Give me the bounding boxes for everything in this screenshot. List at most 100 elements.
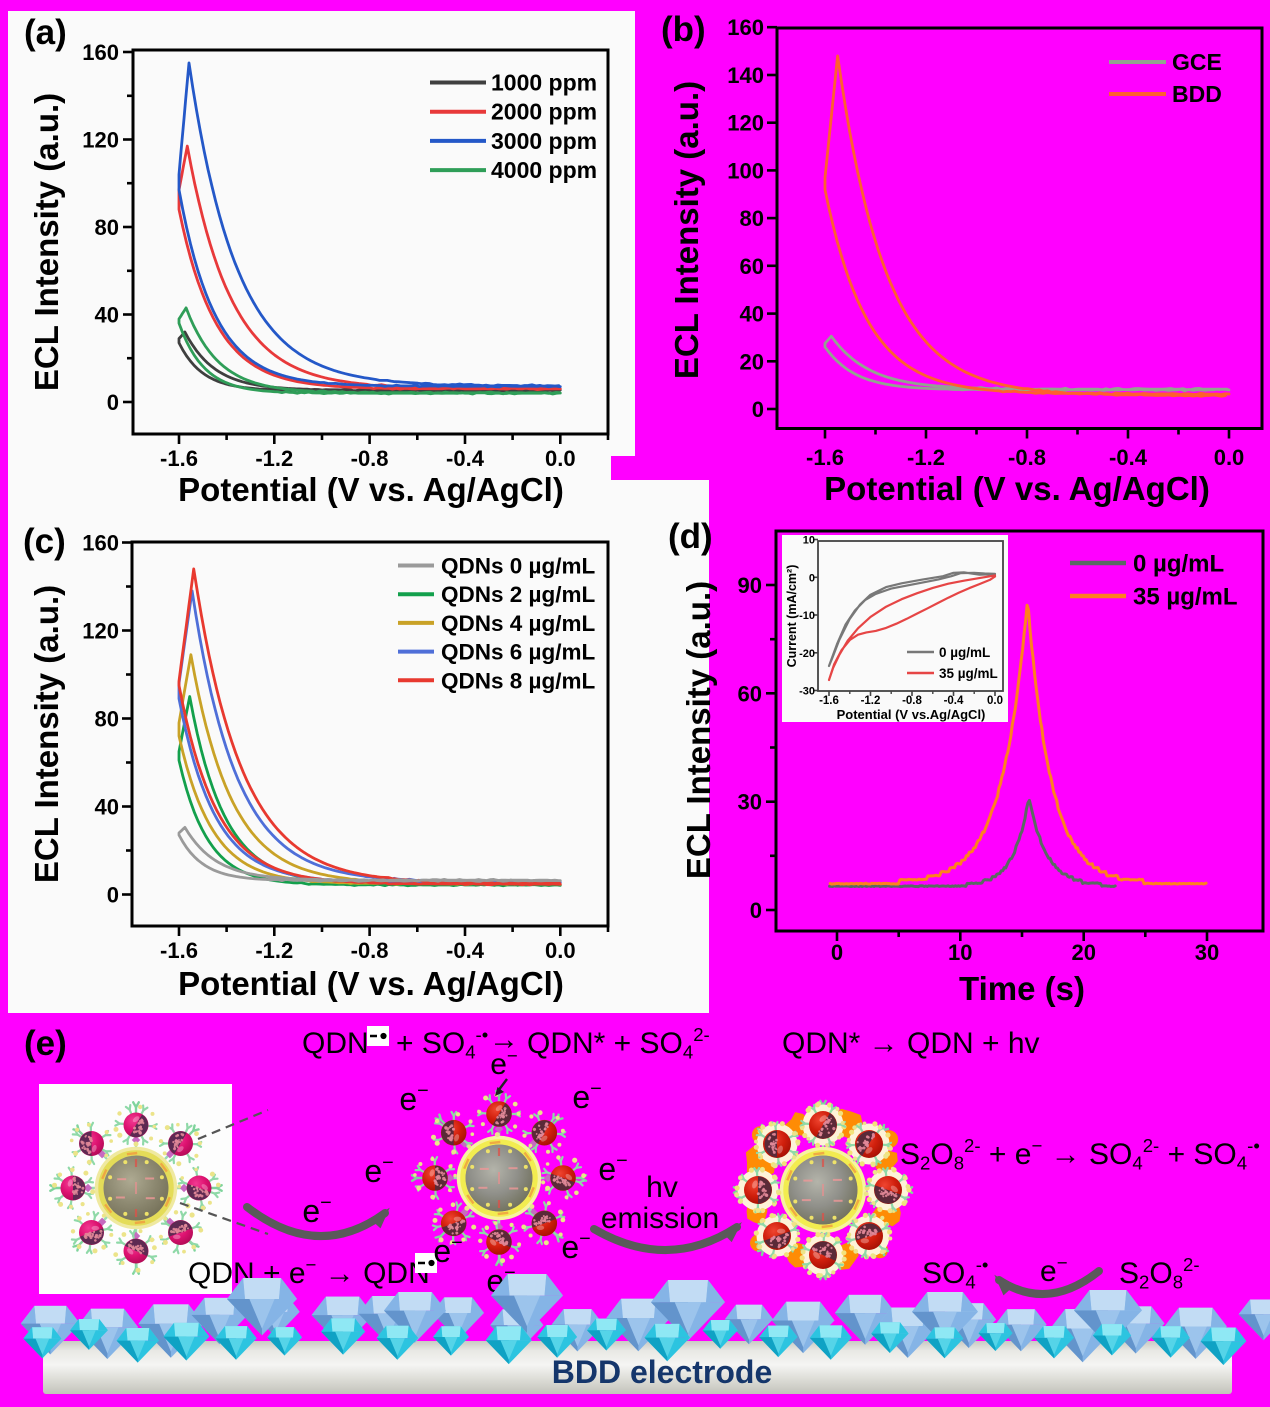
svg-text:-0.8: -0.8 [351,446,389,471]
svg-text:-1.6: -1.6 [160,938,198,963]
svg-text:(a): (a) [24,13,67,52]
svg-text:e−: e− [490,1045,518,1081]
svg-text:-1.2: -1.2 [255,446,293,471]
svg-text:20: 20 [740,349,764,374]
svg-text:-0.4: -0.4 [1109,445,1148,470]
svg-text:160: 160 [82,40,119,65]
svg-text:30: 30 [1195,940,1219,965]
svg-text:-0.8: -0.8 [351,938,389,963]
svg-text:e−: e− [399,1080,428,1117]
svg-text:ECL Intensity (a.u.): ECL Intensity (a.u.) [680,581,717,879]
svg-text:-20: -20 [799,648,815,660]
svg-text:S2O82-: S2O82- [1119,1254,1200,1292]
svg-text:emission: emission [601,1202,719,1235]
svg-text:10: 10 [803,535,815,547]
svg-text:e−: e− [1040,1252,1068,1288]
svg-text:-10: -10 [799,610,815,622]
svg-text:QDNs 6 µg/mL: QDNs 6 µg/mL [441,640,595,665]
svg-text:90: 90 [738,573,762,598]
svg-text:120: 120 [82,619,119,644]
svg-text:-1.6: -1.6 [819,695,839,707]
svg-text:QDN* + SO42-: QDN* + SO42- [527,1024,710,1062]
svg-text:30: 30 [738,790,762,815]
svg-text:40: 40 [740,302,764,327]
svg-text:(c): (c) [23,522,66,561]
svg-text:Potential (V vs. Ag/AgCl): Potential (V vs. Ag/AgCl) [178,471,564,508]
svg-text:2000 ppm: 2000 ppm [491,99,597,125]
svg-text:-30: -30 [799,686,815,698]
svg-text:(e): (e) [24,1024,67,1063]
svg-text:160: 160 [82,531,119,556]
svg-text:3000 ppm: 3000 ppm [491,128,597,154]
svg-text:(d): (d) [668,517,713,556]
svg-text:ECL Intensity (a.u.): ECL Intensity (a.u.) [28,585,65,883]
svg-text:40: 40 [95,795,119,820]
svg-text:80: 80 [95,707,119,732]
svg-text:QDN: QDN [302,1027,369,1060]
svg-text:0.0: 0.0 [545,938,576,963]
svg-text:120: 120 [727,111,764,136]
svg-text:QDN* → QDN + hv: QDN* → QDN + hv [782,1027,1040,1060]
svg-text:-1.2: -1.2 [907,445,945,470]
svg-text:SO4-•: SO4-• [922,1254,988,1292]
svg-text:-1.6: -1.6 [160,446,198,471]
svg-text:e−: e− [433,1232,462,1269]
svg-text:100: 100 [727,158,764,183]
svg-text:60: 60 [738,681,762,706]
svg-text:QDNs 2 µg/mL: QDNs 2 µg/mL [441,582,595,607]
svg-text:QDNs 0 µg/mL: QDNs 0 µg/mL [441,554,595,579]
svg-text:0.0: 0.0 [1214,445,1245,470]
svg-text:20: 20 [1071,940,1095,965]
svg-text:-0.8: -0.8 [902,695,922,707]
svg-text:-0.4: -0.4 [446,938,485,963]
svg-text:e−: e− [598,1150,627,1187]
svg-text:0: 0 [831,940,843,965]
svg-text:-0.8: -0.8 [1008,445,1046,470]
svg-text:→: → [489,1023,519,1056]
svg-text:0: 0 [107,883,119,908]
svg-text:GCE: GCE [1172,49,1222,75]
svg-text:Time (s): Time (s) [959,970,1085,1007]
svg-text:-0.4: -0.4 [944,695,964,707]
svg-text:Current (mA/cm²): Current (mA/cm²) [785,565,799,668]
svg-text:10: 10 [948,940,972,965]
svg-text:Potential (V vs. Ag/AgCl): Potential (V vs. Ag/AgCl) [178,965,564,1002]
svg-text:-1.6: -1.6 [806,445,844,470]
svg-text:35 µg/mL: 35 µg/mL [1133,584,1238,611]
svg-text:0: 0 [750,898,762,923]
svg-text:e−: e− [302,1192,331,1229]
svg-text:Potential (V vs.Ag/AgCl): Potential (V vs.Ag/AgCl) [837,707,986,722]
svg-text:140: 140 [727,63,764,88]
svg-text:0: 0 [752,397,764,422]
svg-text:120: 120 [82,128,119,153]
svg-text:40: 40 [95,303,119,328]
svg-text:0 µg/mL: 0 µg/mL [939,645,990,660]
svg-text:S2O82- + e− → SO42- + SO4-•: S2O82- + e− → SO42- + SO4-• [900,1135,1260,1173]
svg-text:-1.2: -1.2 [255,938,293,963]
svg-text:e−: e− [364,1152,393,1189]
svg-text:35 µg/mL: 35 µg/mL [939,666,998,681]
svg-text:1000 ppm: 1000 ppm [491,70,597,96]
svg-text:ECL Intensity (a.u.): ECL Intensity (a.u.) [28,93,65,391]
svg-text:Potential (V vs. Ag/AgCl): Potential (V vs. Ag/AgCl) [824,470,1210,507]
svg-text:QDNs 4 µg/mL: QDNs 4 µg/mL [441,611,595,636]
svg-text:160: 160 [727,15,764,40]
svg-text:BDD: BDD [1172,81,1222,107]
svg-text:-1.2: -1.2 [861,695,881,707]
svg-text:e−: e− [572,1078,601,1115]
svg-text:80: 80 [740,206,764,231]
svg-text:4000 ppm: 4000 ppm [491,157,597,183]
svg-text:(b): (b) [661,10,706,49]
svg-text:80: 80 [95,215,119,240]
svg-text:0: 0 [107,390,119,415]
svg-text:0.0: 0.0 [987,695,1003,707]
svg-text:+ SO4-•: + SO4-• [396,1024,488,1062]
svg-text:ECL Intensity (a.u.): ECL Intensity (a.u.) [668,81,705,379]
svg-text:hv: hv [646,1171,678,1204]
svg-text:60: 60 [740,254,764,279]
svg-text:e−: e− [561,1228,590,1265]
svg-text:BDD electrode: BDD electrode [552,1354,773,1390]
svg-text:0: 0 [809,572,815,584]
svg-text:-0.4: -0.4 [446,446,485,471]
svg-text:QDNs 8 µg/mL: QDNs 8 µg/mL [441,668,595,693]
